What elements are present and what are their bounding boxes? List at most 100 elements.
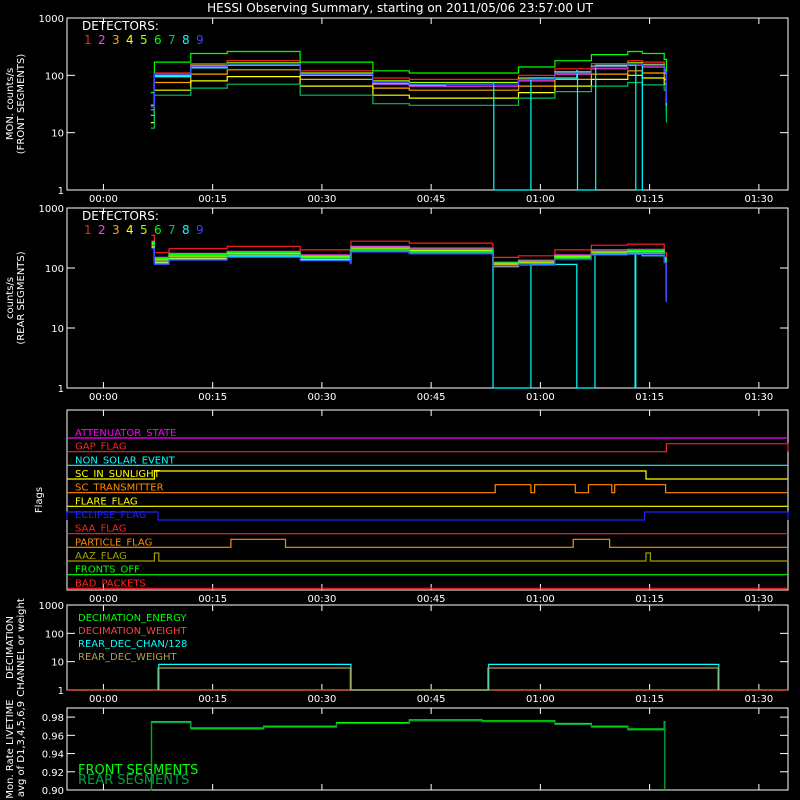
legend-item: 6 [154, 33, 162, 47]
y-tick-label: 10 [51, 658, 64, 669]
x-tick-label: 00:30 [307, 694, 336, 705]
flag-line [67, 443, 789, 453]
chart-panel-5: 0.90 0.92 0.94 0.96 0.98 Mon. Rate LIVETIME av… [5, 699, 789, 799]
x-tick-label: 00:45 [417, 694, 446, 705]
panel-frame [66, 207, 789, 389]
flag-label: SC_IN_SUNLIGHT [75, 469, 161, 480]
x-tick-label: 01:30 [744, 694, 773, 705]
legend-item: 2 [98, 223, 106, 237]
chart-panel-3: 00:00 00:15 00:30 00:45 01:00 01:15 01:30 Flags… [34, 409, 789, 605]
x-tick-label: 01:00 [526, 392, 555, 403]
series-line-8 [150, 64, 667, 191]
x-tick-label: 01:30 [744, 392, 773, 403]
y-tick-label: 0.94 [42, 750, 64, 761]
series-line-1 [151, 234, 667, 292]
y-tick-label: 1 [58, 384, 64, 395]
y-tick-label: 0.98 [42, 713, 64, 724]
x-tick-label: 00:15 [198, 392, 227, 403]
legend-item: 8 [182, 223, 190, 237]
flag-label: NON_SOLAR_EVENT [75, 455, 176, 466]
y-tick-label: 1000 [39, 14, 64, 25]
x-tick-label: 00:00 [89, 392, 118, 403]
legend-item: 4 [126, 33, 134, 47]
flag-label: ECLIPSE_FLAG [75, 510, 146, 521]
panel-frame [66, 17, 789, 191]
x-tick-label: 00:45 [417, 194, 446, 205]
x-tick-label: 00:00 [89, 194, 118, 205]
legend-item: REAR_DEC_WEIGHT [78, 652, 177, 663]
chart-panel-1: 00:00 00:15 00:30 00:45 01:00 01:15 01:30 1 10 10… [5, 14, 789, 205]
x-tick-label: 01:30 [744, 194, 773, 205]
series-line-6 [151, 241, 667, 297]
legend-item: 8 [182, 33, 190, 47]
y-tick-label: 1000 [39, 204, 64, 215]
y-axis-label-2: avg of D1,3,4,5,6,9 [16, 701, 27, 797]
flag-label: ATTENUATOR_STATE [75, 428, 176, 439]
panel-frame [66, 707, 789, 791]
series-line-1 [150, 60, 667, 106]
x-tick-label: 01:30 [744, 594, 773, 605]
x-tick-label: 01:15 [635, 194, 664, 205]
legend-item: 5 [140, 33, 148, 47]
x-tick-label: 00:30 [307, 392, 336, 403]
legend-item: 5 [140, 223, 148, 237]
legend-item: FRONT SEGMENTS [78, 763, 198, 778]
legend-title: DETECTORS: [82, 19, 159, 33]
legend-item: 3 [112, 223, 120, 237]
x-tick-label: 01:00 [526, 694, 555, 705]
flag-label: PARTICLE_FLAG [75, 537, 152, 548]
y-tick-label: 0.90 [42, 786, 64, 797]
y-tick-label: 100 [45, 264, 64, 275]
flag-line [67, 552, 788, 562]
legend-item: 9 [196, 223, 204, 237]
y-axis-label-2: (REAR SEGMENTS) [16, 251, 27, 344]
y-tick-label: 1 [58, 186, 64, 197]
x-tick-label: 00:15 [198, 194, 227, 205]
y-axis-label: Flags [34, 487, 45, 513]
flag-label: SC_TRANSMITTER [75, 483, 164, 494]
x-tick-label: 01:00 [526, 594, 555, 605]
legend-item: 6 [154, 223, 162, 237]
legend-item: REAR SEGMENTS [78, 773, 189, 788]
x-tick-label: 00:15 [198, 694, 227, 705]
y-axis-label-2: (FRONT SEGMENTS) [16, 54, 27, 155]
x-tick-label: 01:15 [635, 594, 664, 605]
y-tick-label: 0.92 [42, 768, 64, 779]
y-axis-label-2: CHANNEL or weight [16, 598, 27, 697]
legend-item: 7 [168, 33, 176, 47]
x-tick-label: 00:30 [307, 594, 336, 605]
y-tick-label: 10 [51, 129, 64, 140]
legend-title: DETECTORS: [82, 209, 159, 223]
legend-item: REAR_DEC_CHAN/128 [78, 639, 187, 650]
x-tick-label: 00:45 [417, 392, 446, 403]
y-tick-label: 1 [58, 686, 64, 697]
legend-item: 1 [84, 223, 92, 237]
plot-panels: 00:00 00:15 00:30 00:45 01:00 01:15 01:3011010… [5, 14, 789, 799]
series-line-rear-dec-weight [157, 667, 719, 691]
flag-line [67, 538, 788, 548]
figure-title: HESSI Observing Summary, starting on 201… [207, 1, 593, 15]
x-tick-label: 00:30 [307, 194, 336, 205]
y-tick-label: 1000 [39, 601, 64, 612]
flag-label: AAZ_FLAG [75, 551, 127, 562]
flag-label: GAP_FLAG [75, 442, 127, 453]
legend-item: 1 [84, 33, 92, 47]
flag-label: FLARE_FLAG [75, 496, 138, 507]
x-tick-label: 01:15 [635, 694, 664, 705]
flag-label: BAD_PACKETS [75, 578, 146, 589]
x-tick-label: 01:00 [526, 194, 555, 205]
y-axis-label: MON. counts/s [5, 68, 16, 140]
flag-line [67, 484, 788, 494]
legend-item: 7 [168, 223, 176, 237]
legend-item: 9 [196, 33, 204, 47]
series-line-9 [150, 63, 667, 108]
legend-item: DECIMATION_ENERGY [78, 613, 187, 624]
x-tick-label: 00:00 [89, 594, 118, 605]
y-tick-label: 10 [51, 324, 64, 335]
x-tick-label: 00:45 [417, 594, 446, 605]
y-axis-label: DECIMATION [5, 616, 16, 679]
legend-item: 3 [112, 33, 120, 47]
series-line-rear-segments [150, 720, 666, 791]
